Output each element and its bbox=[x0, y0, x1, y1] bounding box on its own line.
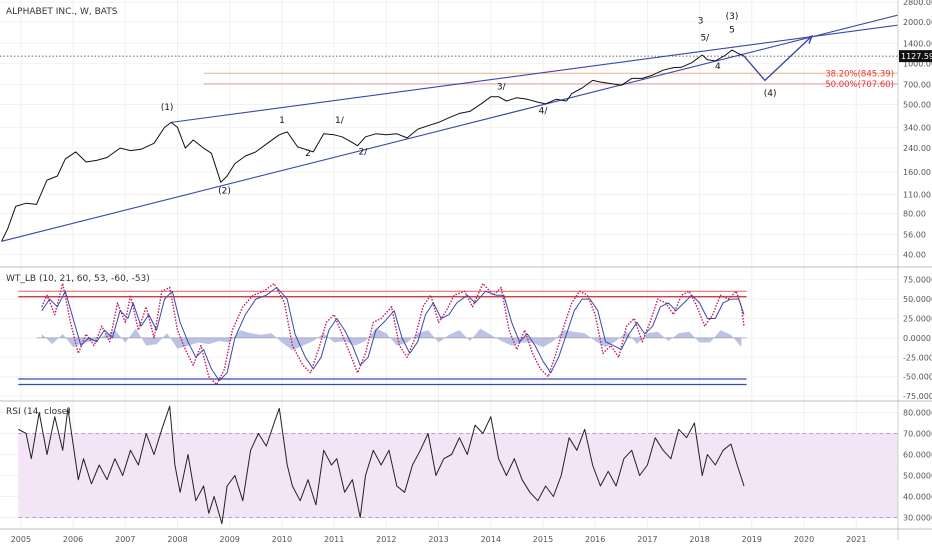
price-panel-title: ALPHABET INC., W, BATS bbox=[6, 7, 118, 17]
x-tick-label: 2018 bbox=[689, 535, 709, 544]
wave-label: 5 bbox=[729, 25, 735, 35]
rsi-panel bbox=[18, 405, 899, 525]
x-tick-label: 2010 bbox=[272, 535, 292, 544]
y-tick-label: 2000.00 bbox=[903, 18, 932, 27]
x-tick-label: 2020 bbox=[794, 535, 814, 544]
y-tick-label: -50.0000 bbox=[903, 373, 932, 382]
x-tick-label: 2008 bbox=[167, 535, 187, 544]
y-tick-label: 56.00 bbox=[903, 231, 926, 240]
rsi-panel-title: RSI (14, close) bbox=[6, 407, 71, 417]
wavetrend-line bbox=[41, 286, 745, 382]
price-line bbox=[1, 49, 745, 242]
x-tick-label: 2019 bbox=[742, 535, 762, 544]
x-tick-label: 2017 bbox=[637, 535, 657, 544]
wavetrend-panel bbox=[18, 282, 747, 386]
wave-label: 3/ bbox=[497, 82, 507, 92]
y-tick-label: 40.0000 bbox=[903, 493, 932, 502]
fib-level-label: 38.20%(845.39) bbox=[825, 69, 894, 79]
wave-label: 4 bbox=[715, 62, 721, 72]
y-tick-label: 2800.00 bbox=[903, 0, 932, 7]
y-tick-label: 60.0000 bbox=[903, 451, 932, 460]
wave-label: (4) bbox=[764, 89, 777, 99]
x-tick-label: 2013 bbox=[428, 535, 448, 544]
price-panel: 38.20%(845.39)50.00%(707.60) (1) (2) 1 2 1/2/… bbox=[0, 12, 899, 242]
wave-label: (3) bbox=[726, 12, 739, 22]
x-tick-label: 2006 bbox=[63, 535, 83, 544]
y-tick-label: 80.0000 bbox=[903, 409, 932, 418]
last-price-tag bbox=[899, 50, 932, 63]
wave-label: (1) bbox=[161, 103, 174, 113]
wave-label: 2 bbox=[305, 149, 311, 159]
rsi-band bbox=[18, 433, 899, 518]
wave-label: 4/ bbox=[539, 106, 549, 116]
x-tick-label: 2014 bbox=[481, 535, 501, 544]
x-tick-label: 2007 bbox=[115, 535, 135, 544]
fib-level-label: 50.00%(707.60) bbox=[825, 80, 894, 90]
y-tick-label: 110.00 bbox=[903, 190, 931, 199]
x-tick-label: 2009 bbox=[220, 535, 240, 544]
y-tick-label: 0.0000 bbox=[903, 334, 931, 343]
rsi-line bbox=[18, 405, 745, 525]
x-tick-label: 2021 bbox=[846, 535, 866, 544]
wave-label: (2) bbox=[218, 186, 231, 196]
x-tick-label: 2016 bbox=[585, 535, 605, 544]
y-tick-label: 70.0000 bbox=[903, 430, 932, 439]
y-tick-label: 240.00 bbox=[903, 144, 931, 153]
projection-arrowhead bbox=[803, 35, 814, 44]
y-tick-label: 1000.00 bbox=[903, 59, 932, 68]
y-tick-label: 30.0000 bbox=[903, 514, 932, 523]
wave-label: 1 bbox=[279, 116, 285, 126]
y-tick-label: 1400.00 bbox=[903, 39, 932, 48]
trendline bbox=[1, 14, 899, 242]
x-tick-label: 2005 bbox=[11, 535, 31, 544]
wave-label: 3 bbox=[698, 17, 704, 27]
y-tick-label: 75.0000 bbox=[903, 276, 932, 285]
y-tick-label: 50.0000 bbox=[903, 295, 932, 304]
wave-label: 1/ bbox=[335, 116, 345, 126]
wavetrend-panel-title: WT_LB (10, 21, 60, 53, -60, -53) bbox=[6, 274, 150, 284]
last-price-label: 1127.59 bbox=[901, 52, 932, 61]
wave-label: 2/ bbox=[358, 148, 368, 158]
y-tick-label: 80.00 bbox=[903, 209, 926, 218]
x-tick-label: 2012 bbox=[376, 535, 396, 544]
y-tick-label: -25.0000 bbox=[903, 353, 932, 362]
y-tick-label: 160.00 bbox=[903, 168, 931, 177]
y-tick-label: -75.0000 bbox=[903, 392, 932, 401]
x-tick-label: 2011 bbox=[324, 535, 344, 544]
x-tick-label: 2015 bbox=[533, 535, 553, 544]
y-tick-label: 40.00 bbox=[903, 251, 926, 260]
y-tick-label: 700.00 bbox=[903, 80, 931, 89]
wave-projection bbox=[743, 35, 813, 82]
y-tick-label: 25.0000 bbox=[903, 314, 932, 323]
y-tick-label: 50.0000 bbox=[903, 472, 932, 481]
wave-label: 5/ bbox=[700, 33, 710, 43]
y-tick-label: 340.00 bbox=[903, 123, 931, 132]
trendline bbox=[171, 24, 899, 123]
y-tick-label: 500.00 bbox=[903, 100, 931, 109]
